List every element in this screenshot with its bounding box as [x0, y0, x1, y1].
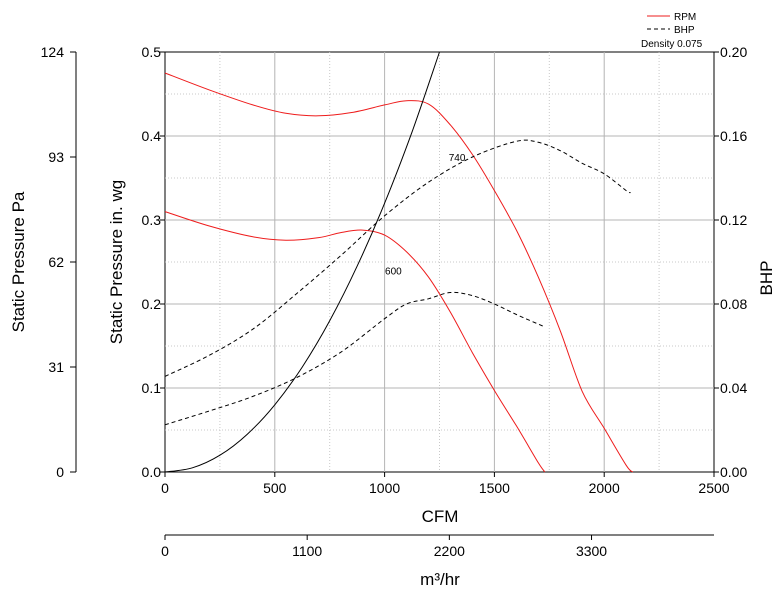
grid — [165, 52, 714, 472]
y2-tick-label: 0.16 — [720, 128, 747, 144]
x2-tick-label: 0 — [161, 543, 169, 559]
x2-tick-label: 2200 — [434, 543, 465, 559]
y-pa-tick-label: 31 — [48, 359, 64, 375]
y2-tick-label: 0.00 — [720, 464, 747, 480]
y-pa-tick-label: 124 — [41, 44, 65, 60]
x2-tick-label: 3300 — [576, 543, 607, 559]
y2-axis-title: BHP — [757, 261, 775, 296]
curves: 740 600 — [164, 51, 634, 473]
y-axis-title: Static Pressure in. wg — [107, 180, 126, 344]
legend-density: Density 0.075 — [641, 39, 703, 50]
bhp-curve — [164, 139, 631, 377]
rpm-curve-740 — [164, 72, 634, 473]
y-tick-label: 0.5 — [142, 44, 162, 60]
x-axis-title: CFM — [422, 507, 459, 526]
system-curve — [164, 51, 440, 473]
y2-tick-label: 0.04 — [720, 380, 747, 396]
rpm-curve-600 — [164, 211, 546, 473]
y2-tick-label: 0.08 — [720, 296, 747, 312]
y-tick-label: 0.1 — [142, 380, 162, 396]
x2-axis-title: m³/hr — [420, 570, 460, 589]
y-tick-label: 0.2 — [142, 296, 162, 312]
legend: RPM BHP Density 0.075 — [641, 12, 703, 50]
legend-rpm-label: RPM — [674, 12, 696, 23]
y-tick-label: 0.4 — [142, 128, 162, 144]
bhp-curve — [164, 291, 543, 426]
x2-tick-label: 1100 — [292, 543, 322, 559]
y-tick-label: 0.0 — [142, 464, 162, 480]
tick-labels: 0 500 1000 1500 2000 2500 0 1100 2200 3300 0.0 0.1 0… — [41, 44, 748, 559]
x-tick-label: 0 — [161, 480, 169, 496]
y-pa-axis-title: Static Pressure Pa — [9, 191, 28, 332]
x-tick-label: 1500 — [479, 480, 510, 496]
y2-tick-label: 0.20 — [720, 44, 747, 60]
x-tick-label: 1000 — [369, 480, 400, 496]
y-pa-tick-label: 0 — [56, 464, 64, 480]
x-tick-label: 500 — [263, 480, 287, 496]
y2-tick-label: 0.12 — [720, 212, 747, 228]
x-tick-label: 2000 — [589, 480, 620, 496]
legend-bhp-label: BHP — [674, 25, 695, 36]
rpm-label-600: 600 — [385, 267, 402, 278]
y-tick-label: 0.3 — [142, 212, 162, 228]
y-pa-tick-label: 93 — [48, 149, 64, 165]
rpm-label-740: 740 — [449, 153, 466, 164]
y-pa-tick-label: 62 — [48, 254, 64, 270]
x-tick-label: 2500 — [698, 480, 729, 496]
